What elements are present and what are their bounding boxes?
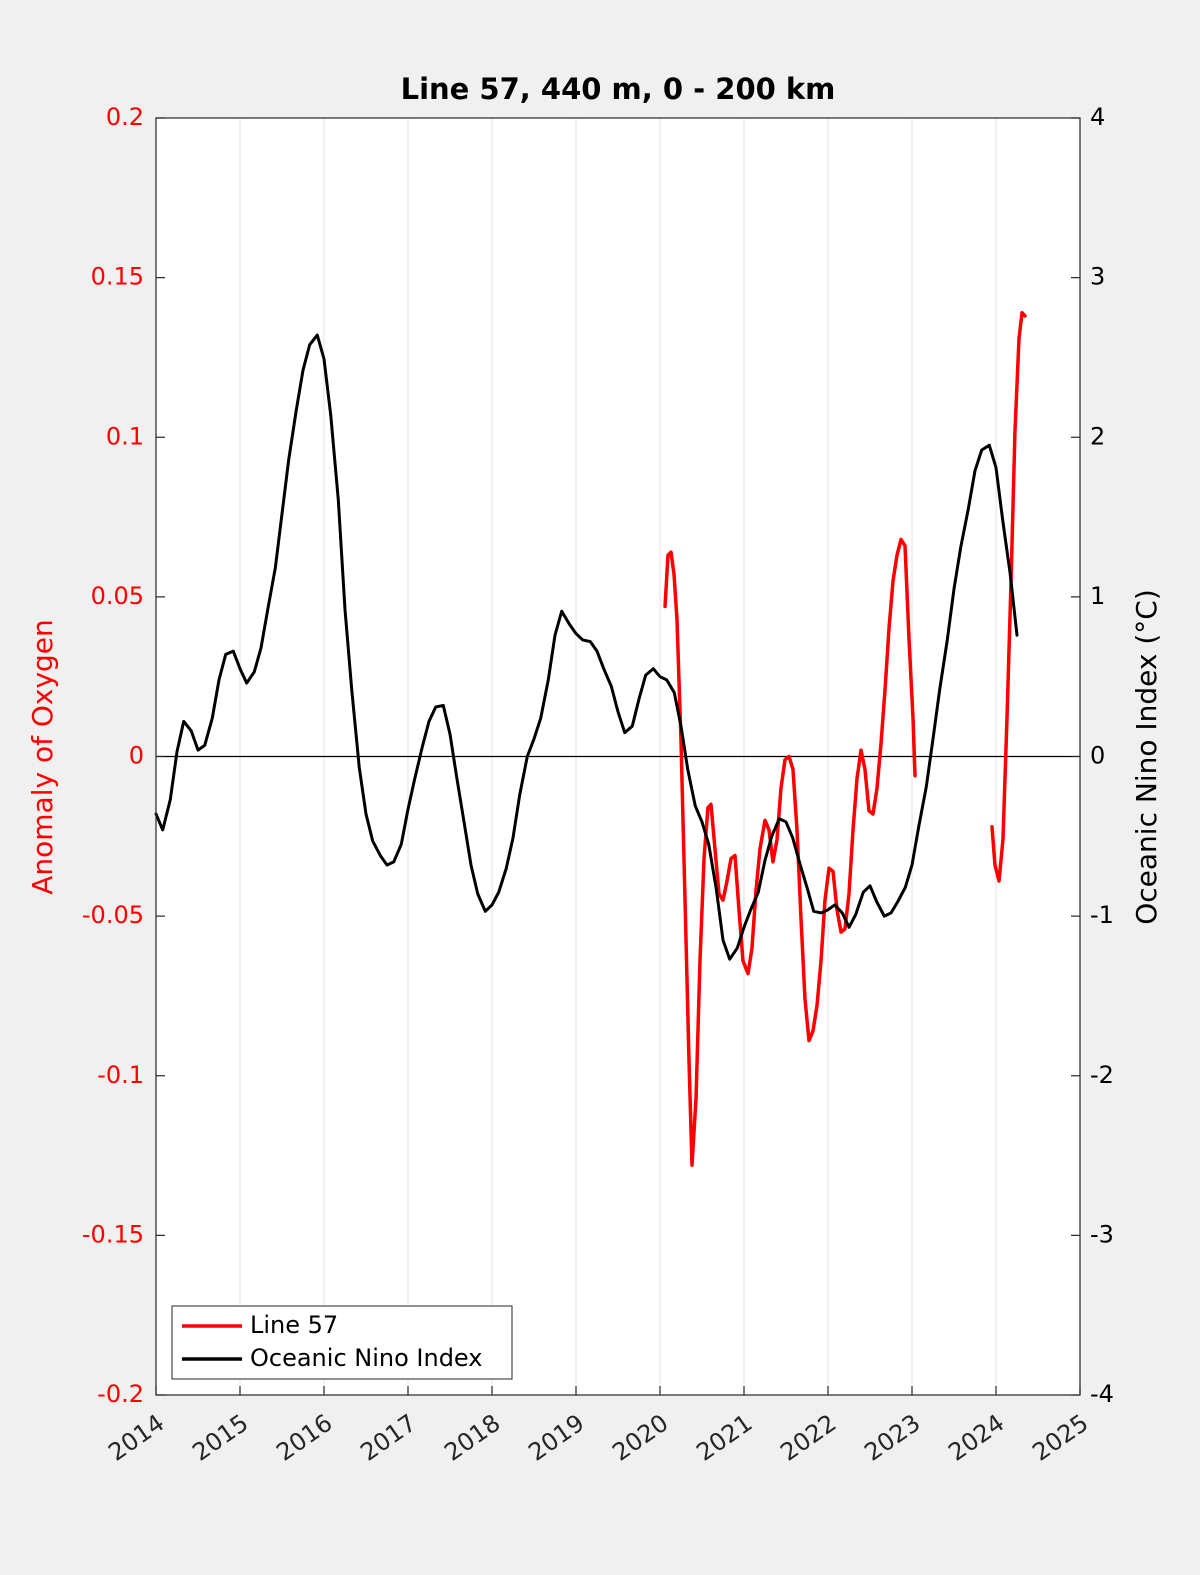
legend-label: Line 57 xyxy=(250,1311,338,1339)
x-tick-label: 2017 xyxy=(355,1409,421,1467)
y-tick-label: -0.05 xyxy=(82,901,144,929)
legend: Line 57 Oceanic Nino Index xyxy=(171,1305,513,1380)
y-axis-label: Anomaly of Oxygen xyxy=(26,619,59,895)
series-line xyxy=(154,333,1019,961)
y-tick-label: -0.15 xyxy=(82,1220,144,1248)
y2-tick-label: -4 xyxy=(1090,1380,1114,1408)
y-tick-label: -0.2 xyxy=(97,1380,144,1408)
series-line xyxy=(663,310,1027,1167)
grid xyxy=(155,118,1081,1395)
x-tick-label: 2024 xyxy=(943,1409,1009,1467)
y-tick-label: 0.1 xyxy=(106,422,144,450)
x-tick-label: 2021 xyxy=(691,1409,757,1467)
y2-tick-label: -2 xyxy=(1090,1061,1114,1089)
y2-tick-label: 0 xyxy=(1090,742,1105,770)
x-tick-label: 2025 xyxy=(1027,1409,1093,1467)
chart-title: Line 57, 440 m, 0 - 200 km xyxy=(401,72,836,106)
y-tick-label: 0.2 xyxy=(106,103,144,131)
x-tick-label: 2014 xyxy=(103,1409,169,1467)
y2-axis-label: Oceanic Nino Index (°C) xyxy=(1130,589,1163,925)
marks xyxy=(154,310,1027,1167)
y2-tick-label: -3 xyxy=(1090,1220,1114,1248)
x-tick-label: 2019 xyxy=(523,1409,589,1467)
y2-tick-label: 1 xyxy=(1090,582,1105,610)
x-tick-label: 2020 xyxy=(607,1409,673,1467)
y2-tick-label: 2 xyxy=(1090,422,1105,450)
y-tick-label: 0.05 xyxy=(91,582,144,610)
y2-tick-label: 3 xyxy=(1090,263,1105,291)
x-tick-label: 2023 xyxy=(859,1409,925,1467)
x-tick-label: 2018 xyxy=(439,1409,505,1467)
x-tick-label: 2015 xyxy=(187,1409,253,1467)
y-tick-label: 0.15 xyxy=(91,263,144,291)
y-tick-label: -0.1 xyxy=(97,1061,144,1089)
legend-label: Oceanic Nino Index xyxy=(250,1344,482,1372)
y2-tick-label: 4 xyxy=(1090,103,1105,131)
x-tick-label: 2016 xyxy=(271,1409,337,1467)
y2-tick-label: -1 xyxy=(1090,901,1114,929)
y-tick-label: 0 xyxy=(129,742,144,770)
x-tick-label: 2022 xyxy=(775,1409,841,1467)
legend-box xyxy=(171,1305,513,1380)
